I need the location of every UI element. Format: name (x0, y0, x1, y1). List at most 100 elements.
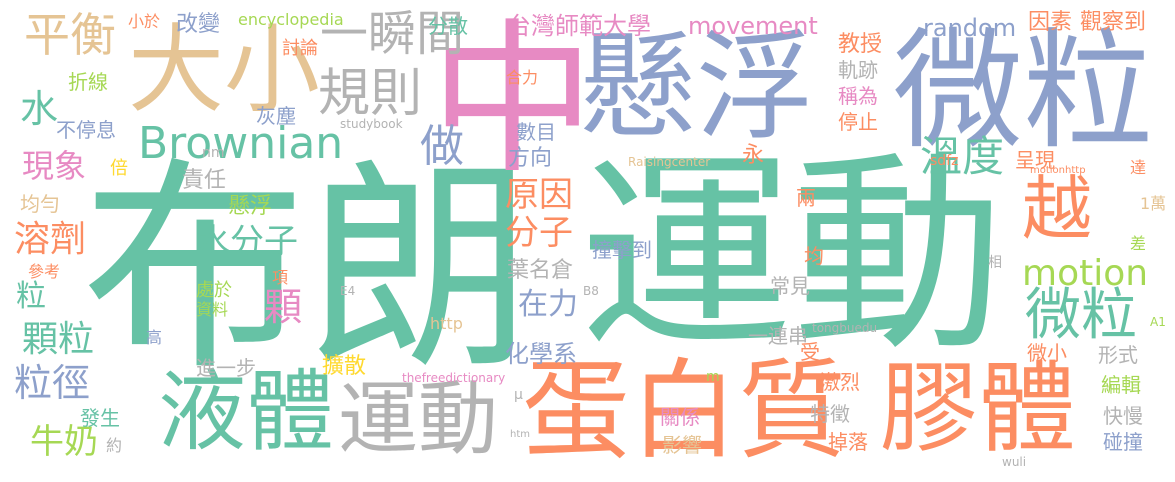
word-bei: 倍 (110, 158, 128, 179)
word-changjian: 常見 (770, 274, 810, 298)
word-cha: 差 (1130, 234, 1147, 253)
word-jun: 均 (804, 244, 824, 268)
word-yingxiang: 影響 (662, 433, 702, 457)
word-daxiao: 大小 (128, 14, 320, 126)
word-encyclopedia: encyclopedia (238, 10, 344, 29)
word-fasheng: 發生 (80, 406, 120, 430)
word-tingzhi: 停止 (838, 110, 878, 134)
word-weili-large: 微粒 (893, 15, 1154, 167)
word-zeren: 責任 (182, 168, 227, 193)
word-huaxuexi: 化學系 (505, 340, 577, 368)
word-heli: 合力 (506, 68, 539, 87)
word-yishunjian: 一瞬間 (320, 6, 465, 62)
word-yilianchuan: 一連串 (748, 324, 808, 348)
word-niunai: 牛奶 (30, 422, 98, 462)
word-e4: E4 (340, 284, 356, 298)
word-junyun: 均勻 (20, 192, 60, 216)
word-fangxiang: 方向 (508, 146, 553, 171)
word-a1: A1 (1150, 315, 1166, 329)
word-zhong: 中 (430, 4, 595, 196)
word-ziliao: 資料 (196, 300, 229, 319)
word-studybook: studybook (340, 117, 403, 131)
word-guize: 規則 (318, 64, 423, 124)
word-movement: movement (688, 12, 818, 40)
word-gaibian: 改變 (176, 12, 221, 37)
word-zaili: 在力 (518, 287, 578, 322)
word-yinsu: 因素 (1028, 10, 1073, 35)
word-yuanyin: 原因 (505, 175, 573, 215)
word-mu: μ (514, 387, 523, 403)
word-rongji: 溶劑 (14, 219, 87, 260)
word-yundong-medium: 運動 (338, 373, 498, 466)
word-zhuangjidao: 撞擊到 (592, 238, 652, 262)
word-taolun: 討論 (282, 38, 318, 59)
word-jinyibu: 進一步 (196, 356, 256, 380)
word-brownian: Brownian (138, 118, 344, 169)
word-bulang: 布朗 (82, 139, 532, 401)
word-tongbuedu: tongbuedu (812, 321, 878, 335)
word-kuaiman: 快慢 (1103, 404, 1143, 428)
word-shida: 台灣師範大學 (507, 12, 651, 40)
word-m: m (706, 369, 720, 385)
word-guiji: 軌跡 (838, 58, 878, 82)
word-yelianmingcang: 葉名倉 (507, 258, 574, 283)
word-li: 粒 (16, 279, 46, 314)
word-chuyu: 處於 (196, 280, 232, 301)
word-lijing: 粒徑 (14, 361, 91, 405)
word-yong: 永 (742, 143, 765, 168)
word-shumu: 數目 (516, 120, 556, 144)
word-jiaoti: 膠體 (880, 352, 1077, 466)
word-jiaoshou: 教授 (838, 32, 883, 57)
word-liang: 兩 (796, 186, 816, 210)
word-shui: 水 (20, 87, 59, 131)
word-bianji: 編輯 (1101, 373, 1141, 397)
word-wendu: 溫度 (920, 132, 1005, 181)
word-zuo: 做 (420, 121, 464, 172)
word-xuanfu-large: 懸浮 (578, 18, 815, 156)
word-xiaoyu: 小於 (128, 12, 161, 31)
word-chengwei: 稱為 (838, 84, 878, 108)
word-raisingcenter: Raisingcenter (628, 155, 711, 169)
word-ke: 顆 (264, 285, 303, 329)
word-xuanfu-small: 懸浮 (228, 194, 273, 219)
word-pingheng: 平衡 (24, 8, 116, 62)
word-motionhttp: motionhttp (1030, 165, 1086, 176)
word-keli: 顆粒 (22, 319, 95, 360)
word-bu-tingxi: 不停息 (56, 118, 116, 142)
word-diaoluo: 掉落 (828, 430, 868, 454)
word-xiang: 項 (272, 268, 289, 287)
word-xianxiang: 現象 (22, 147, 87, 185)
word-nm: nm (202, 145, 225, 161)
word-yue-small: 約 (106, 436, 123, 455)
word-jilie: 激烈 (820, 370, 860, 394)
word-shou: 受 (800, 340, 820, 364)
word-http: http (430, 314, 463, 333)
word-fensan: 分散 (428, 14, 468, 38)
word-pengzhuang: 碰撞 (1103, 430, 1143, 454)
word-htm: htm (510, 429, 530, 440)
word-zhexian: 折線 (68, 70, 108, 94)
word-gao: 高 (146, 328, 163, 347)
word-motion: motion (1022, 253, 1149, 294)
word-da: 達 (1130, 158, 1147, 177)
word-texing: 特徵 (810, 402, 850, 426)
word-b8: B8 (583, 284, 599, 298)
word-yue: 越 (1022, 168, 1092, 250)
word-danbaizhi: 蛋白質 (522, 349, 847, 474)
word-xiang-xiangdui: 相 (988, 255, 1002, 271)
word-weili-medium: 微粒 (1025, 283, 1137, 348)
word-shuifenzi: 水分子 (196, 222, 298, 262)
word-random: random (923, 14, 1017, 42)
word-guanxi: 關係 (660, 405, 700, 429)
word-yundong-large: 運動 (580, 132, 1004, 379)
word-fenzi: 分子 (505, 213, 573, 253)
word-sdfz: sdfz (930, 153, 959, 169)
word-wuli: wuli (1002, 455, 1027, 469)
word-thefreedictionary: thefreedictionary (402, 371, 506, 385)
word-yeti: 液體 (158, 360, 335, 463)
word-cankao: 參考 (28, 262, 61, 281)
word-yiwan: 1萬 (1140, 194, 1167, 213)
word-xingshi: 形式 (1098, 343, 1138, 367)
word-kuosan: 擴散 (322, 354, 367, 379)
